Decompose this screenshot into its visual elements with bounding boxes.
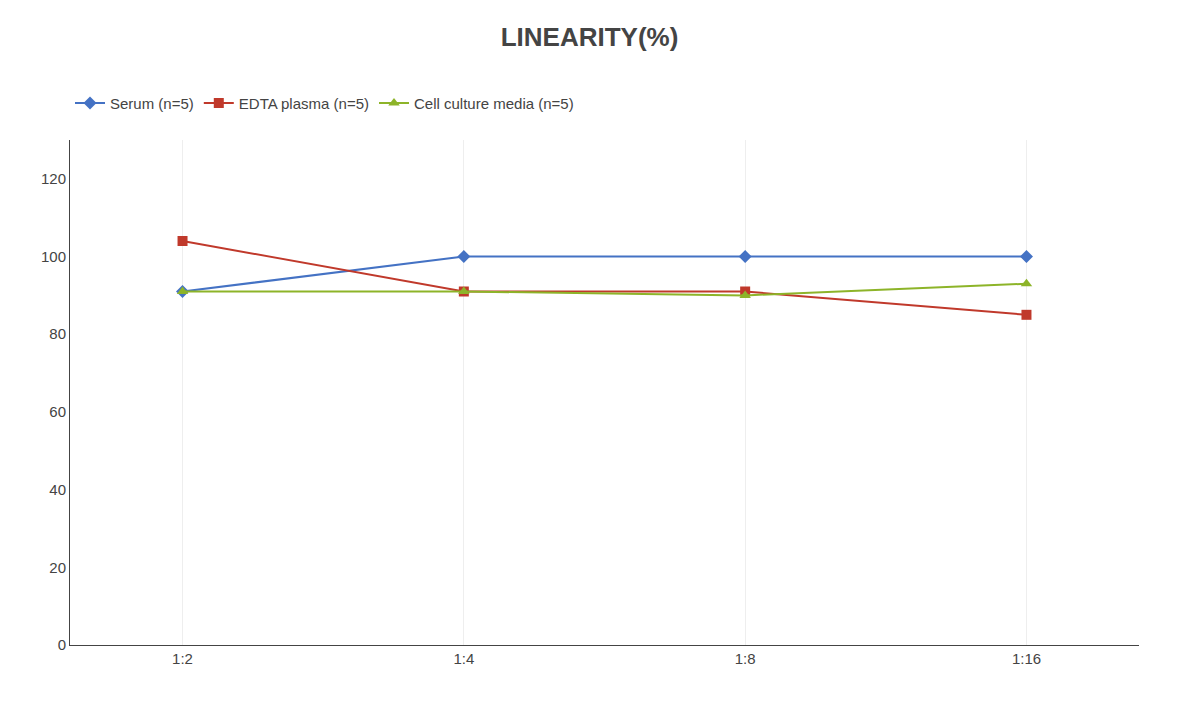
svg-text:60: 60: [49, 403, 66, 420]
svg-text:0: 0: [58, 636, 66, 653]
svg-text:20: 20: [49, 559, 66, 576]
svg-text:EDTA plasma (n=5): EDTA plasma (n=5): [239, 95, 369, 112]
svg-text:1:4: 1:4: [453, 650, 474, 667]
svg-text:LINEARITY(%): LINEARITY(%): [501, 22, 679, 52]
svg-text:1:2: 1:2: [172, 650, 193, 667]
svg-text:Serum (n=5): Serum (n=5): [110, 95, 194, 112]
svg-text:80: 80: [49, 325, 66, 342]
svg-text:Cell culture media (n=5): Cell culture media (n=5): [414, 95, 574, 112]
svg-text:1:16: 1:16: [1012, 650, 1041, 667]
svg-text:120: 120: [41, 170, 66, 187]
svg-text:1:8: 1:8: [735, 650, 756, 667]
svg-text:40: 40: [49, 481, 66, 498]
svg-text:100: 100: [41, 248, 66, 265]
